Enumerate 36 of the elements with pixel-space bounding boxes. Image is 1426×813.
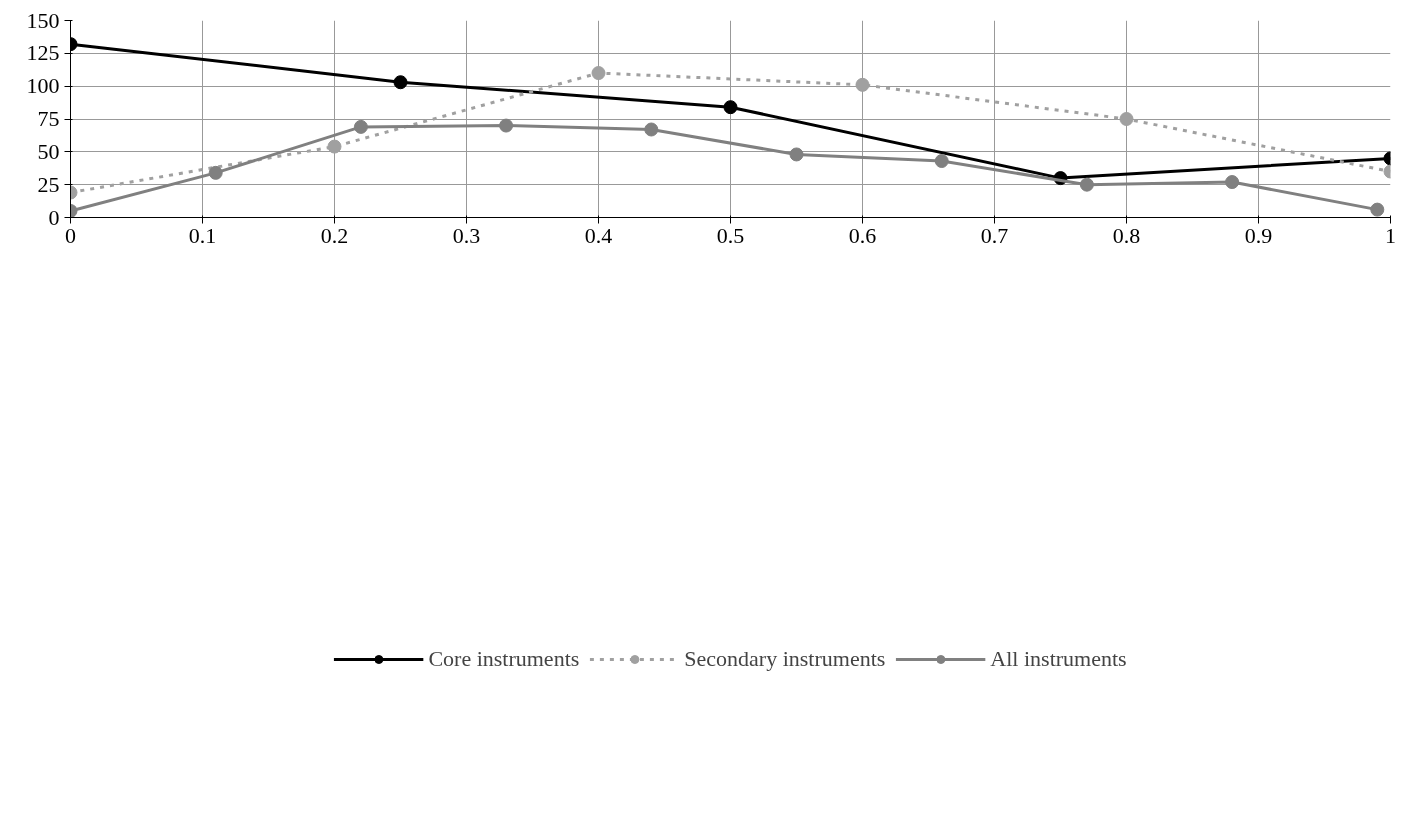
x-tick-label: 1 xyxy=(1385,222,1396,248)
point xyxy=(1079,177,1094,192)
legend-label: Core instruments xyxy=(428,645,580,672)
x-tick-label: 0.5 xyxy=(716,222,745,248)
point xyxy=(644,122,659,137)
point xyxy=(723,100,738,115)
point xyxy=(789,147,804,162)
legend-label: Secondary instruments xyxy=(684,645,886,672)
y-tick-label: 50 xyxy=(37,138,60,164)
point xyxy=(327,139,342,154)
point xyxy=(208,165,223,180)
point xyxy=(855,77,870,92)
point xyxy=(1119,112,1134,126)
y-tick-label: 75 xyxy=(37,106,60,131)
y-tick-label: 100 xyxy=(26,73,60,99)
x-tick-label: 0.2 xyxy=(320,222,349,248)
point xyxy=(934,154,949,169)
x-tick-label: 0.8 xyxy=(1112,222,1141,248)
point xyxy=(393,75,408,90)
y-tick-label: 150 xyxy=(26,7,60,33)
point xyxy=(1225,175,1240,190)
point xyxy=(1370,202,1385,217)
point xyxy=(499,118,514,133)
x-tick-label: 0.9 xyxy=(1244,222,1273,248)
legend-label: All instruments xyxy=(990,645,1127,672)
x-tick-label: 0.6 xyxy=(848,222,877,248)
point xyxy=(591,66,606,81)
x-tick-label: 0.1 xyxy=(188,222,217,248)
point xyxy=(353,119,368,134)
x-tick-label: 0.4 xyxy=(584,222,613,248)
y-tick-label: 25 xyxy=(37,171,60,197)
x-tick-label: 0.7 xyxy=(980,222,1009,248)
y-tick-label: 125 xyxy=(26,40,60,66)
x-tick-label: 0 xyxy=(65,222,76,248)
x-tick-label: 0.3 xyxy=(452,222,481,248)
y-tick-label: 0 xyxy=(48,204,60,230)
